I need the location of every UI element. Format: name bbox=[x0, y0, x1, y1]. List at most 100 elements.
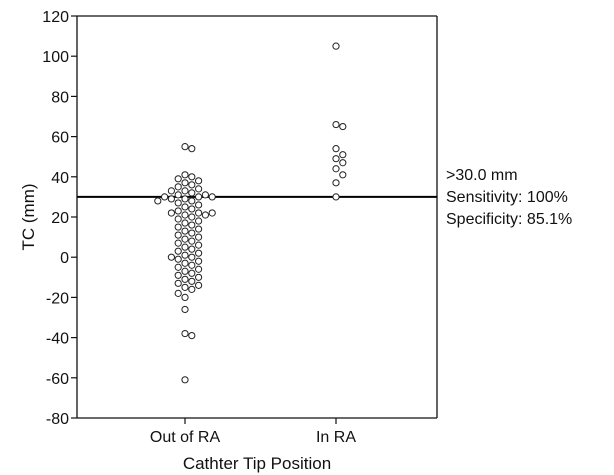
data-point bbox=[339, 122, 347, 131]
data-point bbox=[181, 143, 189, 151]
y-tick-label: -20 bbox=[46, 290, 69, 307]
data-point bbox=[339, 151, 347, 159]
data-point bbox=[195, 257, 203, 265]
data-point bbox=[174, 207, 182, 215]
data-point bbox=[188, 237, 196, 245]
data-point bbox=[154, 197, 162, 205]
data-point bbox=[332, 165, 340, 173]
data-point bbox=[208, 209, 216, 217]
data-point bbox=[181, 275, 189, 283]
data-point bbox=[167, 195, 175, 203]
data-point bbox=[174, 279, 182, 287]
data-point bbox=[167, 209, 175, 217]
data-point bbox=[174, 191, 182, 199]
data-point bbox=[201, 191, 209, 199]
y-tick-label: 20 bbox=[51, 210, 69, 227]
data-point bbox=[188, 181, 196, 189]
data-point bbox=[195, 265, 203, 273]
data-point bbox=[188, 173, 196, 181]
x-tick-label: Out of RA bbox=[150, 429, 221, 446]
data-point bbox=[188, 229, 196, 237]
data-point bbox=[181, 211, 189, 219]
data-point bbox=[181, 219, 189, 227]
data-point bbox=[332, 193, 340, 201]
data-point bbox=[332, 120, 340, 129]
data-point bbox=[188, 269, 196, 277]
data-point bbox=[188, 331, 196, 340]
data-point bbox=[195, 225, 203, 233]
y-tick-label: 100 bbox=[42, 49, 69, 66]
data-point bbox=[174, 231, 182, 239]
data-point bbox=[188, 213, 196, 221]
data-point bbox=[195, 177, 203, 185]
data-point bbox=[188, 189, 196, 197]
annotation-line: >30.0 mm bbox=[446, 167, 518, 184]
data-point bbox=[195, 281, 203, 289]
y-axis-ticks: 120 100 80 60 40 20 0 -20 -40 -60 -80 bbox=[42, 9, 77, 428]
data-point bbox=[174, 223, 182, 231]
annotation-line: Specificity: 85.1% bbox=[446, 211, 572, 228]
data-point bbox=[195, 201, 203, 209]
x-axis-title: Cathter Tip Position bbox=[183, 454, 331, 473]
data-point bbox=[181, 251, 189, 259]
data-point bbox=[174, 289, 182, 297]
data-point bbox=[195, 185, 203, 193]
data-point bbox=[174, 175, 182, 183]
data-point bbox=[181, 293, 189, 301]
data-point bbox=[188, 285, 196, 293]
data-point bbox=[188, 205, 196, 213]
data-point bbox=[174, 199, 182, 207]
data-point bbox=[188, 221, 196, 229]
data-point bbox=[181, 376, 189, 384]
data-point bbox=[339, 171, 347, 179]
data-point bbox=[174, 271, 182, 279]
y-tick-label: 80 bbox=[51, 89, 69, 106]
y-tick-label: 0 bbox=[60, 250, 69, 267]
data-point bbox=[195, 233, 203, 241]
data-point bbox=[201, 211, 209, 219]
data-point bbox=[174, 215, 182, 223]
data-point bbox=[161, 193, 169, 201]
data-point bbox=[188, 245, 196, 253]
data-point bbox=[181, 235, 189, 243]
data-point bbox=[332, 145, 340, 153]
data-point bbox=[188, 145, 196, 153]
data-point bbox=[174, 263, 182, 271]
data-points bbox=[154, 42, 347, 384]
data-point bbox=[195, 217, 203, 225]
data-point bbox=[188, 277, 196, 285]
data-point bbox=[174, 255, 182, 263]
data-point bbox=[195, 209, 203, 217]
data-point bbox=[195, 241, 203, 249]
y-tick-label: -80 bbox=[46, 411, 69, 428]
data-point bbox=[181, 329, 189, 338]
data-point bbox=[332, 155, 340, 163]
data-point bbox=[181, 283, 189, 291]
data-point bbox=[181, 171, 189, 179]
data-point bbox=[181, 187, 189, 195]
data-point bbox=[174, 247, 182, 255]
annotation-line: Sensitivity: 100% bbox=[446, 189, 568, 206]
data-point bbox=[195, 193, 203, 201]
y-tick-label: -40 bbox=[46, 331, 69, 348]
data-point bbox=[167, 187, 175, 195]
data-point bbox=[181, 267, 189, 275]
data-point bbox=[181, 243, 189, 251]
data-point bbox=[167, 253, 175, 261]
data-point bbox=[181, 203, 189, 211]
data-point bbox=[188, 261, 196, 269]
x-tick-label: In RA bbox=[316, 429, 356, 446]
y-tick-label: 120 bbox=[42, 9, 69, 26]
y-axis-title: TC (mm) bbox=[19, 183, 38, 250]
y-tick-label: -60 bbox=[46, 371, 69, 388]
x-axis-ticks: Out of RA In RA bbox=[150, 418, 356, 446]
data-point bbox=[181, 179, 189, 187]
data-point bbox=[332, 179, 340, 187]
threshold-annotation: >30.0 mm Sensitivity: 100% Specificity: 85… bbox=[446, 167, 572, 228]
data-point bbox=[181, 195, 189, 203]
data-point bbox=[188, 253, 196, 261]
data-point bbox=[188, 197, 196, 205]
data-point bbox=[174, 183, 182, 191]
data-point bbox=[195, 273, 203, 281]
